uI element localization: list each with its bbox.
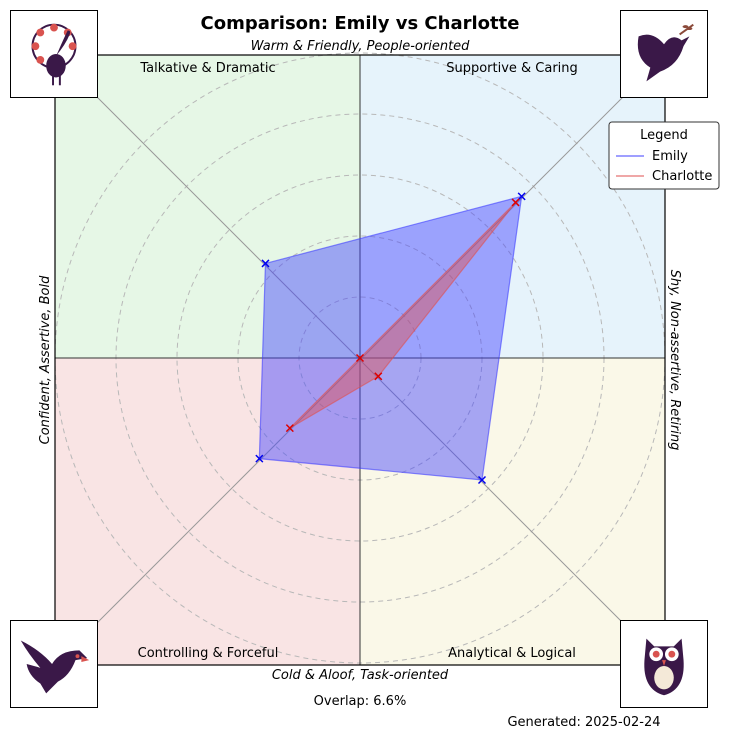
axis-label-bottom: Cold & Aloof, Task-oriented [272, 668, 449, 683]
point-marker-emily [255, 454, 264, 463]
quadrant-label-talkative: Talkative & Dramatic [139, 61, 275, 76]
point-marker-charlotte [511, 198, 520, 207]
quadrant-label-controlling: Controlling & Forceful [138, 646, 279, 661]
legend-label-charlotte: Charlotte [652, 169, 712, 184]
axis-label-left: Confident, Assertive, Bold [38, 275, 53, 444]
series-layer [255, 192, 526, 485]
point-marker-emily [261, 259, 270, 268]
plot-frame [54, 54, 666, 666]
quadrant-label-supportive: Supportive & Caring [446, 61, 578, 76]
owl-icon [620, 620, 708, 708]
chart-title: Comparison: Emily vs Charlotte [201, 13, 520, 34]
axis-label-right: Shy, Non-assertive, Retiring [667, 270, 682, 451]
dove-icon [620, 10, 708, 98]
point-marker-charlotte [285, 424, 294, 433]
point-marker-emily [477, 475, 487, 485]
legend-label-emily: Emily [652, 149, 688, 164]
legend-box [608, 121, 720, 190]
point-marker-emily [517, 192, 526, 201]
axis-label-top: Warm & Friendly, People-oriented [251, 39, 471, 54]
point-marker-charlotte [355, 353, 365, 363]
point-marker-charlotte [374, 372, 383, 381]
legend-title: Legend [640, 128, 688, 143]
legend: Legend Emily Charlotte [608, 121, 720, 190]
generated-date: Generated: 2025-02-24 [507, 715, 660, 730]
overlap-text: Overlap: 6.6% [314, 694, 407, 709]
eagle-icon [10, 620, 98, 708]
quadrant-label-analytical: Analytical & Logical [448, 646, 576, 661]
peacock-icon [10, 10, 98, 98]
